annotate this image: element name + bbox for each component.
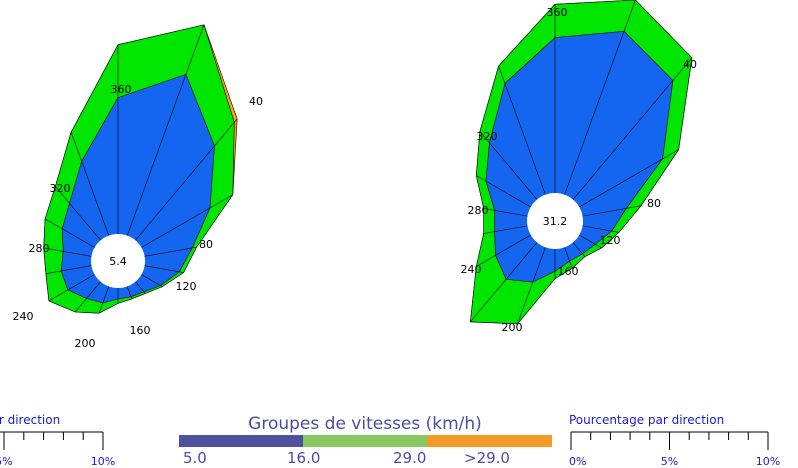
scale-tick-label: 5% bbox=[661, 455, 678, 468]
speed-value-1: 5.0 bbox=[183, 449, 207, 467]
direction-label: 320 bbox=[50, 182, 71, 195]
percent-scale-right: Pourcentage par direction 0% 5% 10% bbox=[569, 413, 780, 468]
direction-spoke bbox=[141, 194, 233, 248]
direction-label: 280 bbox=[468, 204, 489, 217]
direction-spoke bbox=[582, 225, 620, 233]
direction-spoke bbox=[470, 242, 538, 323]
direction-label: 240 bbox=[13, 310, 34, 323]
direction-label: 240 bbox=[461, 263, 482, 276]
scale-tick-label: 0% bbox=[569, 455, 586, 468]
speed-value-2: 16.0 bbox=[287, 449, 320, 467]
direction-label: 120 bbox=[176, 280, 197, 293]
direction-spoke bbox=[55, 186, 101, 241]
speed-band-2 bbox=[303, 435, 427, 447]
direction-label: 40 bbox=[683, 58, 697, 71]
direction-label: 360 bbox=[111, 83, 132, 96]
scale-title: Pourcentage par direction bbox=[569, 413, 724, 427]
direction-spoke bbox=[74, 281, 101, 313]
direction-spoke bbox=[141, 274, 163, 287]
scale-title: Pourcentage par direction bbox=[0, 413, 60, 427]
direction-spoke bbox=[45, 265, 92, 275]
direction-spoke bbox=[572, 242, 586, 257]
speed-legend-title: Groupes de vitesses (km/h) bbox=[248, 414, 482, 434]
direction-spoke bbox=[572, 57, 693, 200]
direction-spoke bbox=[483, 225, 528, 234]
direction-label: 280 bbox=[29, 242, 50, 255]
direction-label: 320 bbox=[477, 130, 498, 143]
calm-value: 31.2 bbox=[543, 215, 568, 228]
direction-spoke bbox=[579, 234, 602, 249]
scale-tick-label: 5% bbox=[0, 455, 13, 468]
direction-spoke bbox=[476, 175, 531, 208]
direction-spoke bbox=[135, 118, 238, 241]
direction-spoke bbox=[144, 246, 197, 257]
direction-label: 200 bbox=[75, 337, 96, 350]
direction-label: 160 bbox=[558, 265, 579, 278]
direction-spoke bbox=[70, 132, 110, 236]
direction-spoke bbox=[517, 247, 546, 324]
speed-band-1 bbox=[179, 435, 303, 447]
speed-legend: Groupes de vitesses (km/h) 5.0 16.0 29.0… bbox=[179, 414, 552, 467]
direction-label: 200 bbox=[502, 321, 523, 334]
direction-spoke bbox=[564, 0, 636, 195]
direction-spoke bbox=[135, 281, 146, 294]
direction-spoke bbox=[43, 247, 92, 257]
scale-tick-label: 10% bbox=[756, 455, 780, 468]
direction-spoke bbox=[476, 234, 531, 267]
direction-spoke bbox=[98, 286, 110, 314]
speed-value-3: 29.0 bbox=[393, 449, 426, 467]
direction-label: 160 bbox=[130, 324, 151, 337]
direction-spoke bbox=[126, 24, 205, 236]
calm-value: 5.4 bbox=[109, 255, 127, 268]
direction-label: 80 bbox=[199, 238, 213, 251]
direction-spoke bbox=[498, 65, 546, 195]
direction-label: 40 bbox=[249, 95, 263, 108]
calm-circle bbox=[91, 234, 145, 288]
direction-spoke bbox=[144, 265, 184, 273]
direction-spoke bbox=[582, 205, 641, 217]
wind-rose-left: 5.4 360 40 80 120 160 200 240 280 320 bbox=[13, 24, 263, 350]
calm-circle bbox=[527, 193, 583, 249]
direction-spoke bbox=[44, 218, 95, 248]
scale-tick-label: 10% bbox=[91, 455, 115, 468]
direction-label: 360 bbox=[547, 6, 568, 19]
speed-band-3 bbox=[427, 435, 552, 447]
direction-label: 120 bbox=[600, 234, 621, 247]
direction-spoke bbox=[48, 274, 95, 302]
speed-value-4: >29.0 bbox=[464, 449, 510, 467]
direction-label: 80 bbox=[647, 197, 661, 210]
direction-spoke bbox=[579, 149, 679, 208]
direction-spoke bbox=[126, 286, 133, 299]
direction-spoke bbox=[564, 247, 573, 269]
direction-spoke bbox=[479, 131, 538, 200]
direction-spoke bbox=[483, 208, 528, 217]
wind-rose-right: 31.2 360 40 80 120 160 200 240 280 320 bbox=[461, 0, 697, 334]
